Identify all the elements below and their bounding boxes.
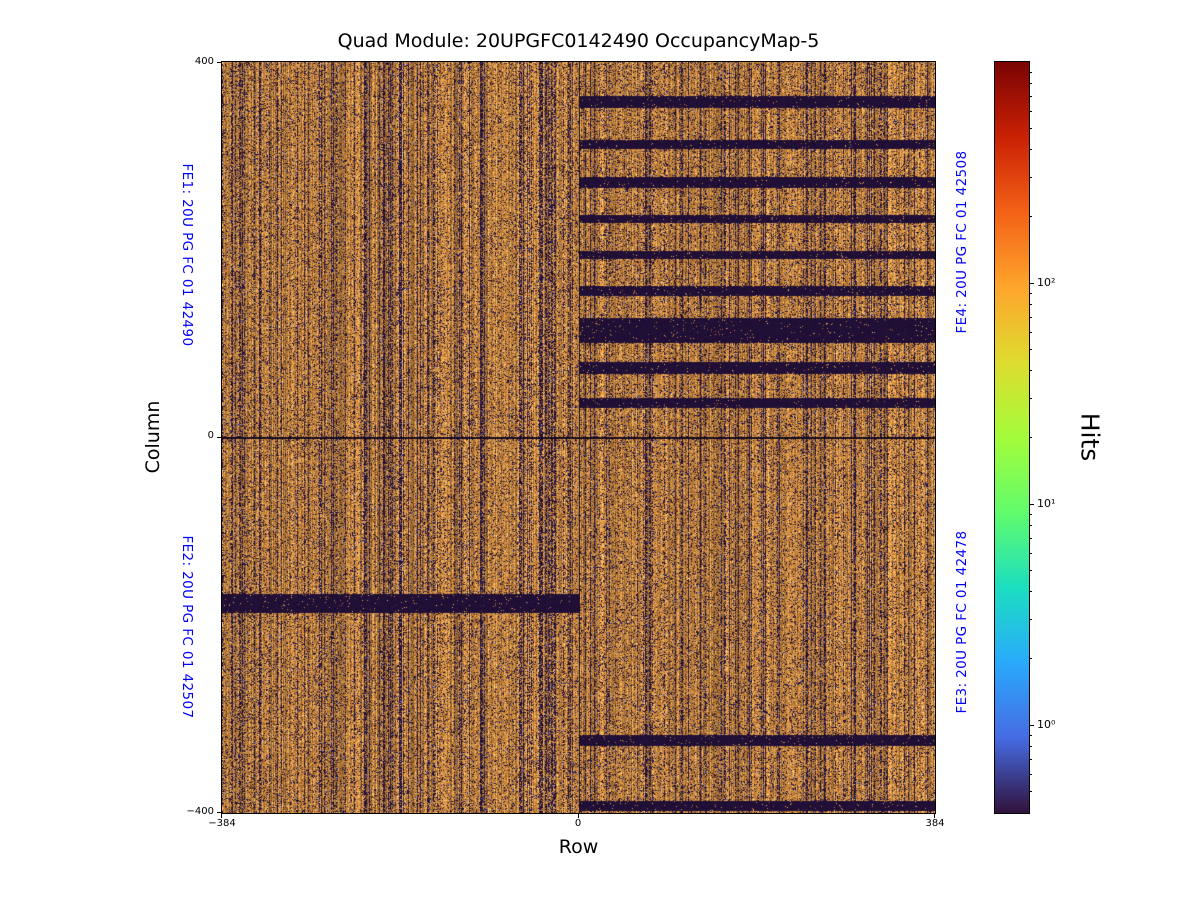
colorbar-minor-tick bbox=[1030, 215, 1032, 217]
plot-area bbox=[221, 61, 936, 814]
colorbar-gradient bbox=[994, 61, 1030, 814]
colorbar-tick-mark bbox=[1030, 724, 1034, 726]
colorbar-minor-tick bbox=[1030, 524, 1032, 526]
occupancy-heatmap bbox=[222, 62, 935, 813]
colorbar-label: Hits bbox=[1075, 412, 1105, 462]
colorbar-minor-tick bbox=[1030, 758, 1032, 760]
y-axis-label: Column bbox=[142, 400, 164, 474]
x-tick-mark bbox=[221, 814, 222, 818]
colorbar-minor-tick bbox=[1030, 591, 1032, 593]
chart-title: Quad Module: 20UPGFC0142490 OccupancyMap… bbox=[337, 30, 820, 52]
colorbar-minor-tick bbox=[1030, 552, 1032, 554]
colorbar-minor-tick bbox=[1030, 513, 1032, 515]
colorbar-minor-tick bbox=[1030, 331, 1032, 333]
colorbar-minor-tick bbox=[1030, 734, 1032, 736]
colorbar-minor-tick bbox=[1030, 398, 1032, 400]
x-tick-label: 0 bbox=[574, 818, 582, 829]
colorbar-minor-tick bbox=[1030, 95, 1032, 97]
fe3-label: FE3: 20U PG FC 01 42478 bbox=[954, 530, 970, 714]
y-tick-label: −400 bbox=[186, 806, 214, 817]
colorbar-minor-tick bbox=[1030, 82, 1032, 84]
colorbar-minor-tick bbox=[1030, 537, 1032, 539]
fe1-label: FE1: 20U PG FC 01 42490 bbox=[179, 163, 195, 347]
colorbar-minor-tick bbox=[1030, 791, 1032, 793]
x-tick-label: 384 bbox=[925, 818, 945, 829]
fe4-label: FE4: 20U PG FC 01 42508 bbox=[954, 150, 970, 334]
colorbar-minor-tick bbox=[1030, 370, 1032, 372]
colorbar-minor-tick bbox=[1030, 745, 1032, 747]
colorbar-minor-tick bbox=[1030, 316, 1032, 318]
colorbar-minor-tick bbox=[1030, 71, 1032, 73]
y-tick-label: 0 bbox=[207, 430, 214, 441]
x-axis-label: Row bbox=[558, 836, 599, 858]
colorbar-tick-mark bbox=[1030, 503, 1034, 505]
colorbar-minor-tick bbox=[1030, 437, 1032, 438]
x-tick-label: −384 bbox=[208, 818, 236, 829]
x-tick-mark bbox=[578, 814, 579, 818]
fe2-label: FE2: 20U PG FC 01 42507 bbox=[179, 535, 195, 719]
colorbar-tick-label: 10² bbox=[1037, 276, 1056, 290]
colorbar-tick-mark bbox=[1030, 282, 1034, 284]
colorbar-minor-tick bbox=[1030, 773, 1032, 775]
y-tick-label: 400 bbox=[194, 56, 214, 67]
colorbar-minor-tick bbox=[1030, 658, 1032, 660]
y-tick-mark bbox=[217, 812, 221, 813]
y-tick-mark bbox=[217, 62, 221, 63]
colorbar-minor-tick bbox=[1030, 128, 1032, 130]
y-tick-mark bbox=[217, 437, 221, 438]
colorbar-minor-tick bbox=[1030, 349, 1032, 351]
colorbar-minor-tick bbox=[1030, 570, 1032, 572]
colorbar-minor-tick bbox=[1030, 292, 1032, 294]
x-tick-mark bbox=[934, 814, 935, 818]
colorbar-tick-label: 10¹ bbox=[1037, 497, 1056, 511]
colorbar-minor-tick bbox=[1030, 619, 1032, 621]
colorbar-minor-tick bbox=[1030, 110, 1032, 112]
colorbar-tick-label: 10⁰ bbox=[1037, 718, 1056, 732]
colorbar-minor-tick bbox=[1030, 303, 1032, 305]
colorbar-minor-tick bbox=[1030, 149, 1032, 151]
colorbar-minor-tick bbox=[1030, 177, 1032, 179]
